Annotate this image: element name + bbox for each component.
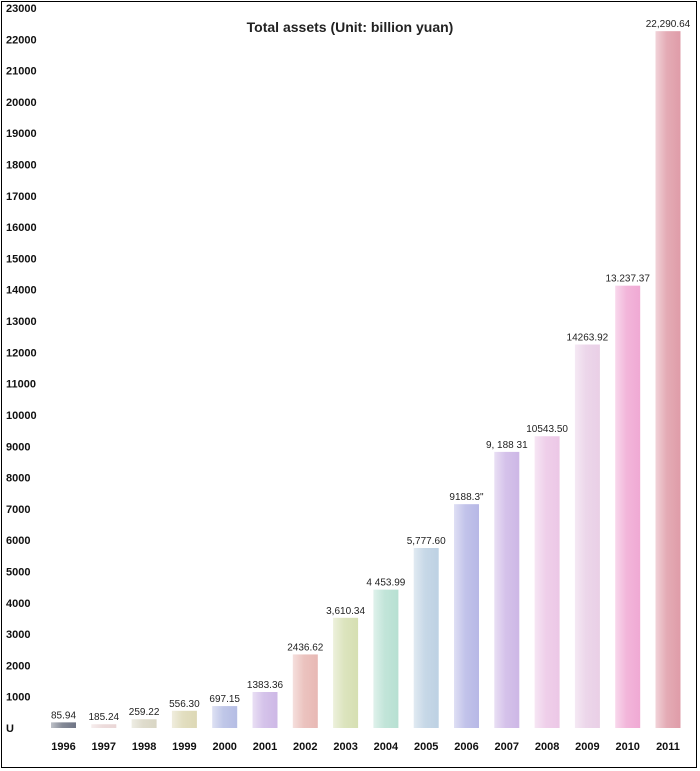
y-tick-label: 9000 <box>6 441 30 453</box>
bar-2002 <box>292 654 318 728</box>
x-tick-label-2005: 2005 <box>414 741 438 753</box>
bar-1996 <box>51 722 76 728</box>
y-tick-label: 2000 <box>6 660 30 672</box>
y-tick-label: 12000 <box>6 347 37 359</box>
y-tick-label: U <box>6 723 14 735</box>
x-tick-label-2010: 2010 <box>615 741 639 753</box>
data-label-2003: 3,610.34 <box>326 606 365 617</box>
y-tick-label: 23000 <box>6 3 37 15</box>
y-tick-label: 5000 <box>6 566 30 578</box>
y-tick-label: 22000 <box>6 34 37 46</box>
data-label-2002: 2436.62 <box>287 642 324 653</box>
data-label-2011: 22,290.64 <box>646 19 691 30</box>
data-label-2006: 9188.3" <box>449 492 484 503</box>
y-tick-label: 14000 <box>6 285 37 297</box>
bar-2009 <box>574 344 600 728</box>
data-label-1998: 259.22 <box>129 707 160 718</box>
x-tick-label-1997: 1997 <box>92 741 116 753</box>
data-label-2000: 697.15 <box>209 694 240 705</box>
data-label-1996: 85.94 <box>51 710 76 721</box>
x-tick-label-2002: 2002 <box>293 741 317 753</box>
x-tick-label-2001: 2001 <box>253 741 277 753</box>
bar-2004 <box>373 589 399 728</box>
data-label-2008: 10543.50 <box>526 424 568 435</box>
y-tick-label: 15000 <box>6 253 37 265</box>
y-tick-label: 13000 <box>6 316 37 328</box>
data-label-2010: 13.237.37 <box>605 274 650 285</box>
bars <box>51 31 681 728</box>
y-tick-label: 16000 <box>6 222 37 234</box>
y-tick-label: 7000 <box>6 504 30 516</box>
bar-2001 <box>252 692 278 728</box>
bar-1997 <box>91 724 117 728</box>
y-tick-label: 10000 <box>6 410 37 422</box>
y-tick-label: 17000 <box>6 191 37 203</box>
data-label-2009: 14263.92 <box>567 333 609 344</box>
bar-2000 <box>212 706 238 728</box>
x-tick-label-1999: 1999 <box>172 741 196 753</box>
bar-1999 <box>171 710 197 728</box>
y-tick-label: 19000 <box>6 128 37 140</box>
bar-2010 <box>615 285 641 728</box>
y-tick-label: 20000 <box>6 97 37 109</box>
data-label-2001: 1383.36 <box>247 680 284 691</box>
x-tick-label-2011: 2011 <box>656 741 680 753</box>
y-tick-label: 6000 <box>6 535 30 547</box>
bar-2007 <box>494 451 520 728</box>
x-tick-label-1996: 1996 <box>51 741 75 753</box>
x-tick-label-2009: 2009 <box>575 741 599 753</box>
bar-1998 <box>131 719 157 728</box>
x-tick-label-2006: 2006 <box>454 741 478 753</box>
chart-title: Total assets (Unit: billion yuan) <box>247 19 454 35</box>
y-tick-label: 21000 <box>6 66 37 78</box>
x-tick-label-2008: 2008 <box>535 741 559 753</box>
x-tick-label-2000: 2000 <box>212 741 236 753</box>
x-tick-label-2003: 2003 <box>333 741 357 753</box>
y-axis: U 1000 2000 3000 4000 5000 6000 7000 8000 9000 100… <box>6 3 37 735</box>
y-tick-label: 8000 <box>6 473 30 485</box>
data-label-2005: 5,777.60 <box>407 536 446 547</box>
data-label-2004: 4 453.99 <box>366 578 405 589</box>
y-tick-label: 1000 <box>6 692 30 704</box>
data-labels: 85.94 185.24 259.22 556.30 697.15 1383.36 2436… <box>51 19 691 723</box>
y-tick-label: 18000 <box>6 160 37 172</box>
y-tick-label: 11000 <box>6 379 36 391</box>
bar-2008 <box>534 436 560 728</box>
y-tick-label: 4000 <box>6 598 30 610</box>
data-label-1997: 185.24 <box>89 712 120 723</box>
y-tick-label: 3000 <box>6 629 30 641</box>
x-tick-label-2004: 2004 <box>374 741 399 753</box>
data-label-1999: 556.30 <box>169 699 200 710</box>
bar-2005 <box>413 548 439 728</box>
bar-2003 <box>333 617 359 728</box>
bar-2006 <box>454 504 479 728</box>
x-tick-label-2007: 2007 <box>495 741 519 753</box>
x-axis: 1996 1997 1998 1999 2000 2001 2002 2003 2004 2005… <box>51 741 680 753</box>
bar-2011 <box>655 31 681 728</box>
x-tick-label-1998: 1998 <box>132 741 156 753</box>
data-label-2007: 9, 188 31 <box>486 440 528 451</box>
